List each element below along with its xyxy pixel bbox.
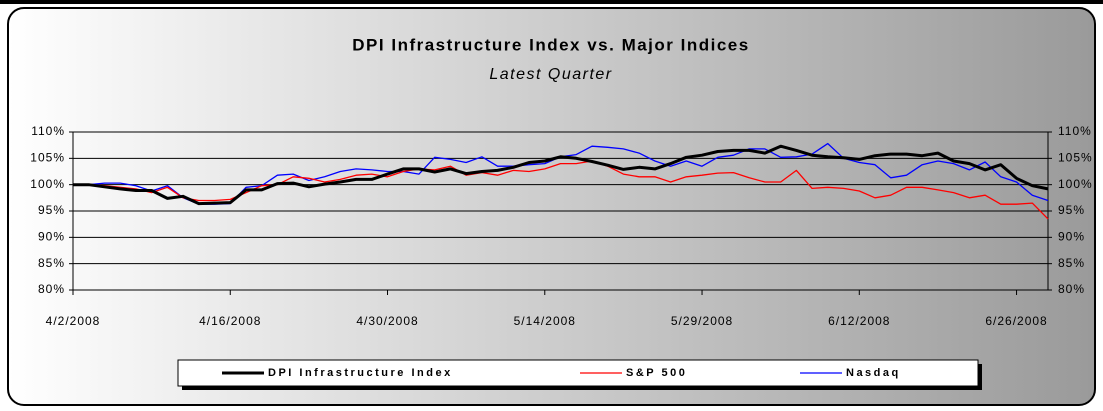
y-tick-label: 105% [30, 151, 65, 165]
y-tick-label: 100% [30, 177, 65, 191]
x-tick-label: 4/16/2008 [199, 314, 261, 328]
y-tick-label: 95% [38, 203, 65, 217]
y-tick-label: 80% [38, 282, 65, 296]
x-tick-label: 6/12/2008 [828, 314, 890, 328]
y2-tick-label: 105% [1058, 151, 1093, 165]
legend-label: Nasdaq [846, 367, 901, 379]
y2-tick-label: 110% [1058, 124, 1092, 138]
chart-frame [7, 7, 1096, 406]
y2-tick-label: 85% [1058, 256, 1085, 270]
x-tick-label: 5/29/2008 [671, 314, 733, 328]
y2-tick-label: 95% [1058, 203, 1085, 217]
x-tick-label: 4/2/2008 [46, 314, 101, 328]
y2-tick-label: 90% [1058, 230, 1085, 244]
y-tick-label: 85% [38, 256, 65, 270]
x-tick-label: 6/26/2008 [985, 314, 1047, 328]
legend-label: DPI Infrastructure Index [268, 367, 453, 379]
x-tick-label: 4/30/2008 [356, 314, 418, 328]
y-tick-label: 90% [38, 230, 65, 244]
x-tick-label: 5/14/2008 [514, 314, 576, 328]
top-bar [0, 0, 1103, 4]
y-tick-label: 110% [31, 124, 65, 138]
chart-title: DPI Infrastructure Index vs. Major Indic… [352, 35, 749, 54]
series-line [73, 144, 1049, 206]
chart-subtitle: Latest Quarter [489, 66, 612, 83]
legend-label: S&P 500 [626, 367, 687, 379]
y2-tick-label: 80% [1058, 282, 1085, 296]
legend-box [177, 359, 979, 387]
y2-tick-label: 100% [1058, 177, 1093, 191]
